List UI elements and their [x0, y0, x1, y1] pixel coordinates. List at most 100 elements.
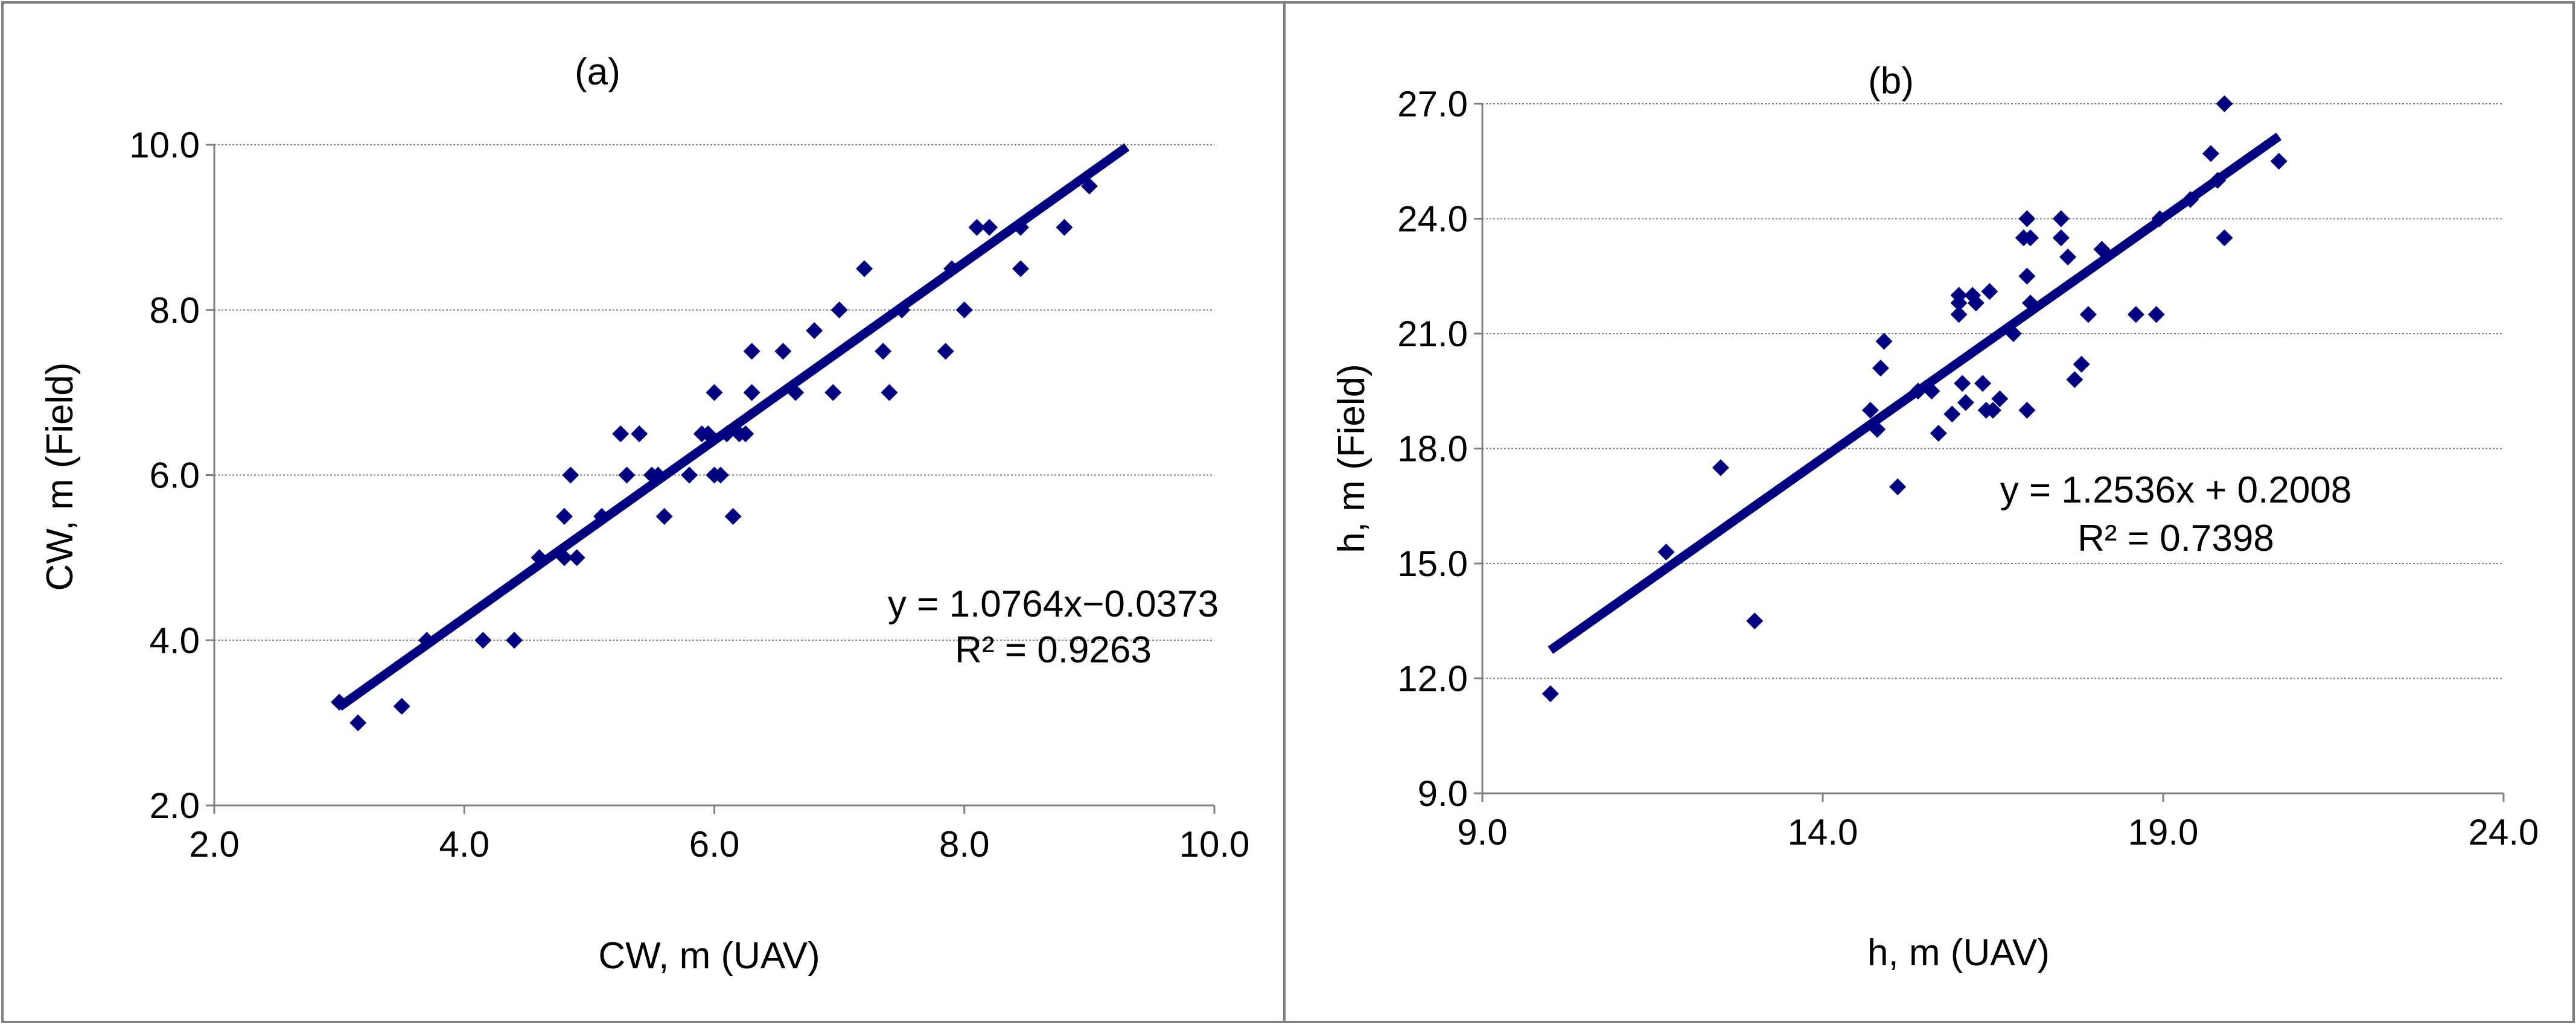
- chart-a-tick-labels: 2.0 4.0 6.0 8.0 10.0 2.0 4.0 6.0 8.0 10.0: [129, 125, 1249, 865]
- chart-a-data-point: [593, 507, 611, 525]
- chart-b-y-tick-label: 21.0: [1397, 314, 1468, 354]
- chart-a-data-point: [531, 549, 548, 566]
- chart-a-data-point: [981, 218, 998, 236]
- chart-b-equation: y = 1.2536x + 0.2008: [2000, 469, 2352, 511]
- chart-b-data-point: [2018, 402, 2036, 419]
- chart-a-data-point: [418, 632, 436, 649]
- chart-b-data-point: [1889, 478, 1907, 495]
- chart-b-data-point: [2079, 306, 2097, 323]
- chart-a-data-point: [706, 384, 723, 401]
- chart-a-x-tick-label: 10.0: [1179, 824, 1250, 865]
- chart-b-data-point: [1967, 294, 1985, 312]
- chart-b-data-point: [1872, 360, 1889, 377]
- chart-b-data-point: [1875, 332, 1893, 350]
- chart-a-data-point: [875, 343, 892, 360]
- chart-a-data-point: [724, 507, 742, 525]
- chart-b-data-point: [2018, 210, 2036, 227]
- chart-a-data-point: [506, 632, 523, 649]
- chart-b-data-point: [2270, 153, 2287, 170]
- chart-a-trendline: [336, 143, 1130, 711]
- chart-a-data-point: [555, 549, 573, 566]
- chart-a-data-point: [824, 384, 842, 401]
- chart-b: 9.0 12.0 15.0 18.0 21.0 24.0 27.0 9.0 14.0 19.0 24…: [1331, 60, 2539, 974]
- chart-a-data-point: [806, 322, 823, 339]
- chart-b-x-tick-label: 9.0: [1457, 812, 1507, 852]
- chart-a-data-point: [737, 425, 754, 443]
- chart-a-y-tick-label: 10.0: [129, 125, 200, 165]
- chart-b-data-point: [1909, 382, 1927, 400]
- chart-b-x-tick-label: 24.0: [2469, 812, 2539, 852]
- chart-b-x-tick-label: 14.0: [1788, 812, 1858, 852]
- chart-a-data-point: [562, 466, 579, 484]
- chart-a-x-axis-label: CW, m (UAV): [598, 935, 820, 977]
- chart-a-points: [331, 177, 1098, 732]
- chart-b-data-point: [2209, 172, 2227, 189]
- chart-b-data-point: [1869, 420, 1886, 438]
- chart-a-data-point: [856, 260, 873, 278]
- chart-b-x-tick-label: 19.0: [2128, 812, 2199, 852]
- chart-b-data-point: [2216, 229, 2233, 247]
- chart-a-data-point: [555, 507, 573, 525]
- chart-a-data-point: [937, 343, 954, 360]
- chart-b-data-point: [2202, 145, 2219, 162]
- chart-b-data-point: [1746, 612, 1764, 630]
- chart-b-data-point: [2151, 210, 2169, 227]
- chart-b-data-point: [2018, 267, 2036, 285]
- chart-b-data-point: [1954, 375, 1971, 392]
- chart-b-y-tick-label: 27.0: [1397, 84, 1468, 124]
- chart-a-data-point: [349, 714, 367, 732]
- chart-b-data-point: [2004, 325, 2022, 342]
- chart-b-axes: [1474, 103, 2505, 802]
- chart-b-data-point: [2052, 229, 2070, 247]
- chart-b-data-point: [2147, 306, 2165, 323]
- chart-a-data-point: [331, 693, 348, 711]
- chart-b-data-point: [2216, 95, 2233, 112]
- chart-b-data-point: [2073, 355, 2090, 373]
- chart-a-y-axis-label: CW, m (Field): [39, 363, 81, 591]
- chart-b-data-point: [1541, 685, 1559, 702]
- chart-a-data-point: [1056, 218, 1073, 236]
- panel-b-border: [1283, 1, 2575, 1023]
- chart-a-data-point: [743, 343, 760, 360]
- chart-b-data-point: [1957, 394, 1974, 411]
- chart-a-title: (a): [575, 51, 620, 93]
- chart-a-x-tick-label: 2.0: [189, 824, 239, 865]
- chart-a-y-tick-label: 4.0: [150, 620, 200, 661]
- chart-a-data-point: [681, 466, 698, 484]
- chart-b-data-point: [1950, 306, 1968, 323]
- chart-b-y-tick-label: 18.0: [1397, 429, 1468, 469]
- chart-a-data-point: [743, 384, 760, 401]
- chart-b-data-point: [2093, 241, 2111, 258]
- chart-a-data-point: [787, 384, 805, 401]
- chart-b-data-point: [1974, 375, 1992, 392]
- chart-a-data-point: [1080, 177, 1098, 195]
- chart-a-x-tick-label: 4.0: [439, 824, 489, 865]
- chart-a-data-point: [893, 301, 911, 319]
- chart-b-y-axis-label: h, m (Field): [1331, 364, 1372, 553]
- chart-b-tick-labels: 9.0 12.0 15.0 18.0 21.0 24.0 27.0 9.0 14.0 19.0 24…: [1397, 84, 2539, 852]
- chart-a-data-point: [474, 632, 492, 649]
- chart-a-y-tick-label: 8.0: [150, 290, 200, 331]
- chart-b-data-point: [1943, 405, 1961, 423]
- chart-b-data-point: [1923, 382, 1940, 400]
- chart-a-data-point: [968, 218, 986, 236]
- chart-a-trendline-group: [336, 143, 1130, 711]
- chart-a-axes: [206, 144, 1216, 814]
- chart-b-y-tick-label: 24.0: [1397, 199, 1468, 240]
- chart-a-x-tick-label: 8.0: [939, 824, 989, 865]
- chart-a-x-tick-label: 6.0: [689, 824, 739, 865]
- chart-a-data-point: [649, 466, 667, 484]
- chart-a-data-point: [1012, 218, 1029, 236]
- chart-a-data-point: [943, 260, 961, 278]
- chart-a-data-point: [700, 425, 717, 443]
- chart-b-data-point: [1991, 390, 2009, 407]
- chart-b-title: (b): [1868, 60, 1914, 102]
- chart-a-data-point: [881, 384, 898, 401]
- chart-a-r-squared: R² = 0.9263: [955, 629, 1152, 671]
- chart-a-data-point: [568, 549, 585, 566]
- chart-b-data-point: [2127, 306, 2144, 323]
- chart-a-data-point: [831, 301, 848, 319]
- chart-b-gridlines: [1482, 103, 2504, 679]
- chart-b-data-point: [2059, 249, 2077, 265]
